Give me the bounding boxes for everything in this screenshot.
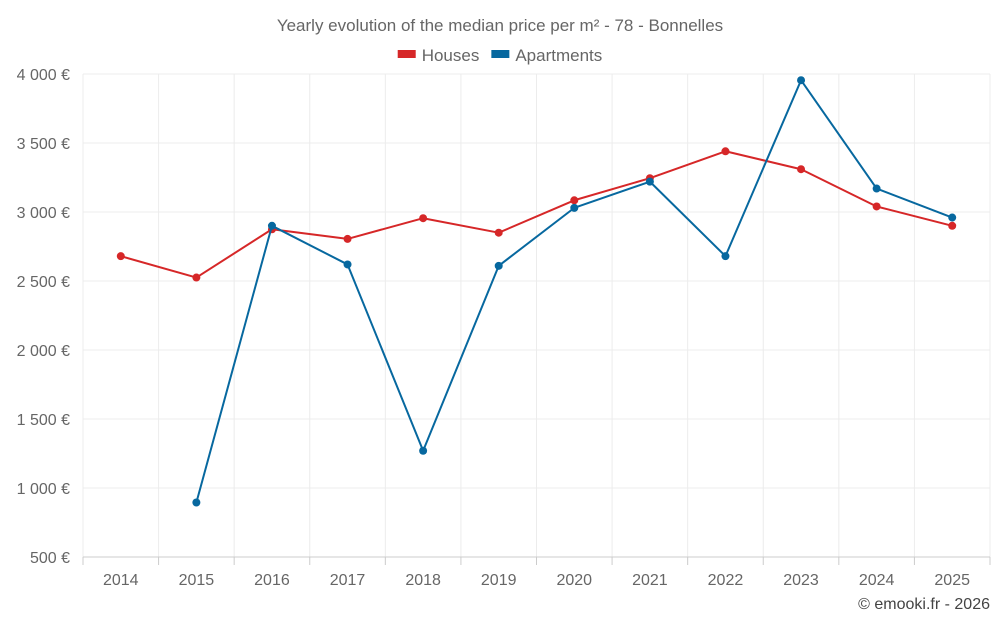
x-tick-label: 2017	[330, 572, 366, 589]
legend-label: Houses	[422, 46, 480, 65]
x-tick-label: 2015	[179, 572, 215, 589]
x-tick-label: 2016	[254, 572, 290, 589]
data-point	[797, 76, 806, 85]
y-tick-label: 2 000 €	[17, 343, 70, 360]
data-point	[343, 260, 352, 269]
x-tick-label: 2021	[632, 572, 668, 589]
data-point	[948, 221, 957, 230]
data-point	[267, 221, 276, 230]
x-tick-label: 2025	[934, 572, 970, 589]
chart-credit: © emooki.fr - 2026	[858, 596, 990, 613]
x-tick-label: 2023	[783, 572, 819, 589]
y-tick-label: 1 500 €	[17, 412, 70, 429]
y-axis-labels: 500 € 1 000 € 1 500 € 2 000 € 2 500 € 3 000 €…	[17, 67, 70, 567]
data-point	[116, 252, 125, 261]
chart-title: Yearly evolution of the median price per…	[277, 16, 723, 35]
legend-item-houses: Houses	[397, 46, 480, 65]
x-tick-label: 2022	[708, 572, 744, 589]
legend-label: Apartments	[515, 46, 602, 65]
y-tick-label: 2 500 €	[17, 274, 70, 291]
data-point	[872, 184, 881, 193]
y-tick-label: 3 500 €	[17, 136, 70, 153]
legend-swatch	[491, 50, 510, 58]
data-point	[419, 214, 428, 223]
x-tick-label: 2020	[556, 572, 592, 589]
x-axis-labels: 2014 2015 2016 2017 2018 2019 2020 2021 2022 2023…	[103, 572, 970, 589]
x-tick-label: 2024	[859, 572, 895, 589]
y-tick-label: 500 €	[30, 550, 70, 567]
data-point	[721, 147, 730, 156]
series-line-houses	[120, 150, 953, 279]
data-point	[419, 446, 428, 455]
data-point	[797, 165, 806, 174]
data-point	[192, 498, 201, 507]
data-point	[192, 273, 201, 282]
x-tick-label: 2019	[481, 572, 517, 589]
y-tick-label: 4 000 €	[17, 67, 70, 84]
data-point	[343, 234, 352, 243]
y-tick-label: 1 000 €	[17, 481, 70, 498]
data-point	[570, 203, 579, 212]
data-point	[721, 252, 730, 261]
x-tick-label: 2014	[103, 572, 139, 589]
chart-series	[116, 76, 957, 507]
legend-item-apartments: Apartments	[491, 46, 602, 65]
data-point	[872, 202, 881, 211]
data-point	[948, 213, 957, 222]
legend-swatch	[397, 50, 416, 58]
x-gridlines	[82, 74, 991, 565]
series-apartments	[192, 76, 957, 507]
data-point	[645, 177, 654, 186]
y-tick-label: 3 000 €	[17, 205, 70, 222]
data-point	[494, 261, 503, 270]
x-tick-label: 2018	[405, 572, 441, 589]
chart-legend: Houses Apartments	[397, 46, 602, 65]
data-point	[494, 228, 503, 237]
data-point	[570, 196, 579, 205]
